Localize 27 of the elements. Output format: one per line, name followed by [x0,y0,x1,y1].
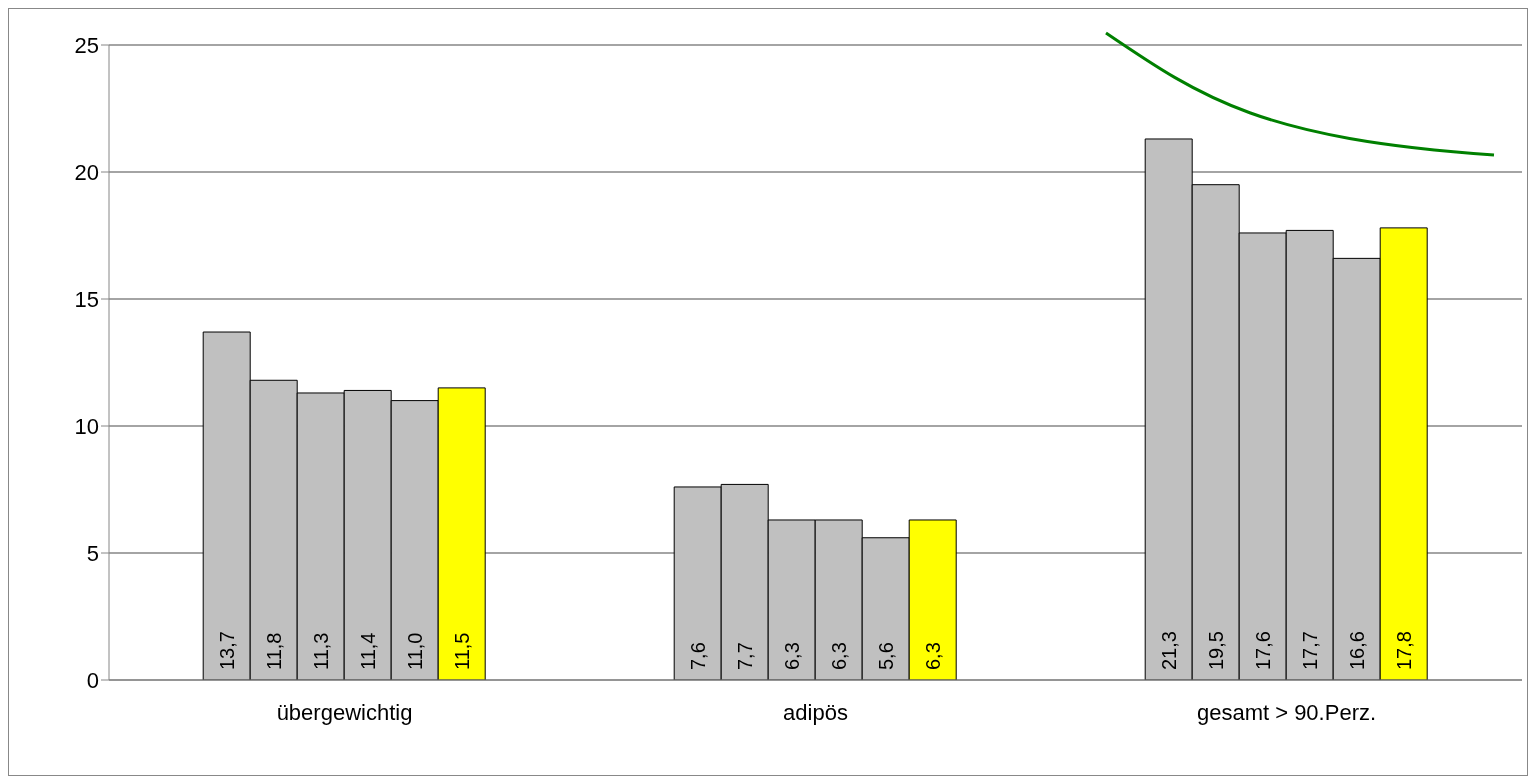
data-label: 7,6 [686,642,709,670]
data-label: 7,7 [733,642,756,670]
data-label: 6,3 [827,642,850,670]
data-label: 19,5 [1204,631,1227,670]
data-label: 11,8 [262,632,285,670]
y-tick-label: 20 [74,159,99,185]
data-label: 5,6 [874,642,897,670]
data-label: 6,3 [780,642,803,670]
data-label: 11,5 [450,632,473,670]
data-label: 11,3 [309,632,332,670]
data-label: 11,4 [356,632,379,670]
data-label: 16,6 [1345,631,1368,670]
y-tick-label: 0 [86,667,99,693]
data-label: 6,3 [921,642,944,670]
data-label: 11,0 [403,632,426,670]
x-tick-label: gesamt > 90.Perz. [1196,699,1377,725]
data-label: 17,6 [1251,631,1274,670]
x-tick-label: adipös [783,699,848,725]
y-tick-label: 10 [74,413,99,439]
data-label: 17,7 [1298,631,1321,670]
x-tick-label: übergewichtig [276,699,413,725]
data-label: 17,8 [1392,631,1415,670]
y-tick-label: 25 [74,32,99,58]
y-tick-label: 5 [86,540,99,566]
y-tick-label: 15 [74,286,99,312]
data-label: 13,7 [215,631,238,670]
data-label: 21,3 [1157,631,1180,670]
